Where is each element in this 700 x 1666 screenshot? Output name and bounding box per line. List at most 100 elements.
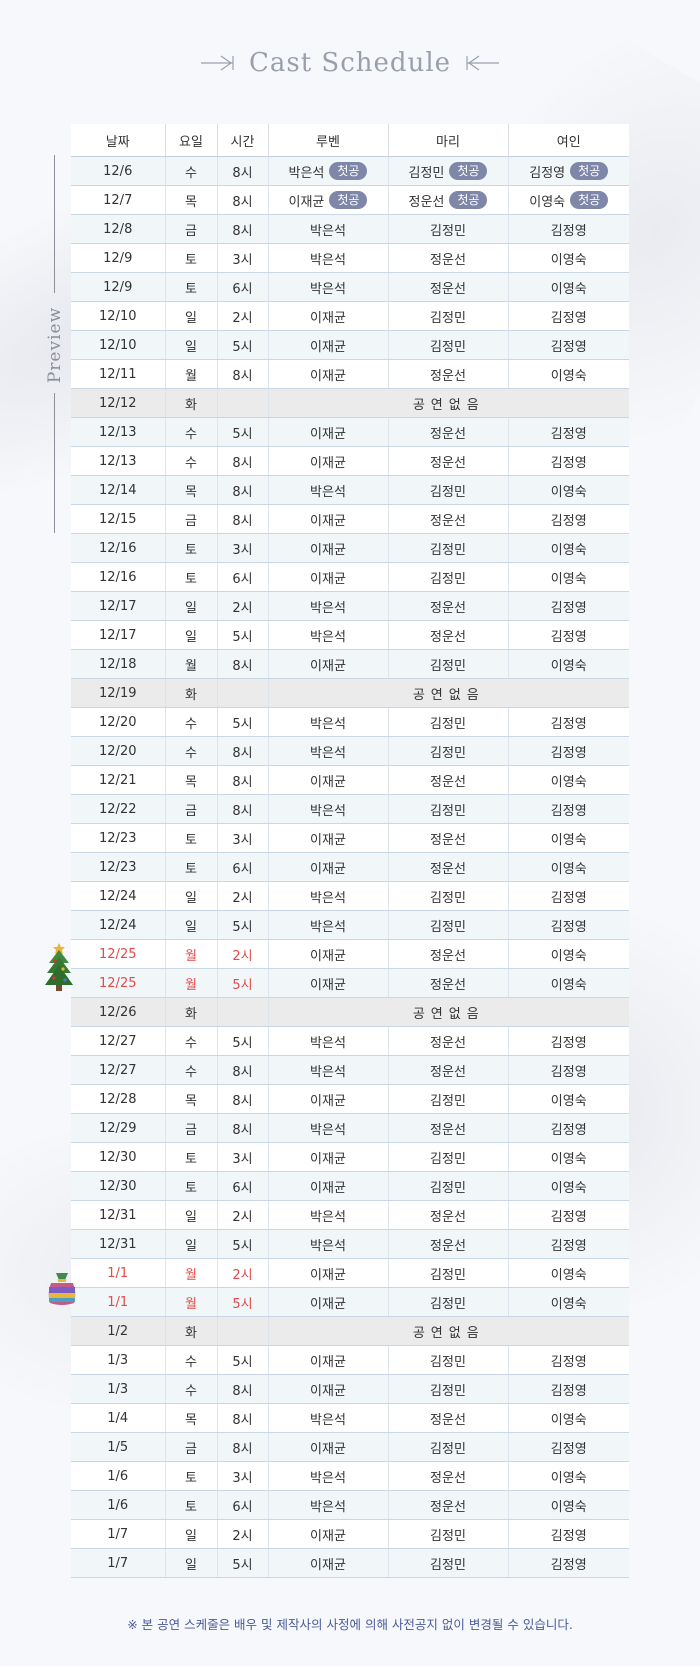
actor-name: 김정영 (550, 1209, 587, 1225)
cast-entry: 이영숙 (551, 481, 587, 500)
ruben-cast-cell: 박은석 (268, 794, 389, 824)
date-cell: 12/16 (71, 562, 166, 592)
cast-entry: 김정민 (430, 1351, 466, 1370)
mari-cast-cell: 김정민 (388, 1142, 509, 1172)
schedule-row: 12/27 수 5시 박은석 정운선 김정영 (71, 1026, 629, 1056)
date-cell: 12/13 (71, 417, 166, 447)
cast-entry: 김정민 (430, 713, 466, 732)
cast-entry: 이재균 첫공 (289, 191, 368, 210)
actor-name: 김정민 (430, 1557, 466, 1573)
schedule-row: 12/25 월 2시 이재균 정운선 이영숙 (71, 939, 629, 969)
mari-cast-cell: 김정민 (388, 301, 509, 331)
actor-name: 박은석 (310, 716, 346, 732)
cast-entry: 이재균 (310, 1090, 346, 1109)
time-cell: 8시 (217, 214, 269, 244)
cast-entry: 박은석 (310, 1061, 346, 1080)
actor-name: 이재균 (310, 339, 346, 355)
yeoin-cast-cell: 김정영 (508, 1026, 629, 1056)
date-cell: 12/23 (71, 823, 166, 853)
actor-name: 김정민 (430, 890, 466, 906)
date-cell: 12/22 (71, 794, 166, 824)
cast-entry: 이영숙 (551, 1409, 587, 1428)
yeoin-cast-cell: 이영숙 (508, 562, 629, 592)
actor-name: 박은석 (310, 803, 346, 819)
actor-name: 이재균 (310, 977, 346, 993)
schedule-row: 12/14 목 8시 박은석 김정민 이영숙 (71, 475, 629, 505)
schedule-row: 1/6 토 6시 박은석 정운선 이영숙 (71, 1490, 629, 1520)
time-cell: 8시 (217, 1084, 269, 1114)
yeoin-cast-cell: 이영숙 첫공 (508, 185, 629, 215)
arrow-right-icon (200, 55, 234, 71)
day-cell: 토 (165, 272, 218, 302)
cast-entry: 김정민 (430, 742, 466, 761)
cast-entry: 박은석 (310, 597, 346, 616)
actor-name: 김정영 (550, 1383, 587, 1399)
schedule-row: 12/27 수 8시 박은석 정운선 김정영 (71, 1055, 629, 1085)
first-show-badge: 첫공 (570, 162, 609, 180)
actor-name: 이영숙 (550, 1412, 587, 1428)
ruben-cast-cell: 이재균 (268, 649, 389, 679)
preview-text: Preview (45, 306, 65, 384)
cast-entry: 이영숙 (551, 771, 587, 790)
first-show-badge: 첫공 (449, 162, 488, 180)
actor-name: 박은석 (310, 281, 346, 297)
actor-name: 이영숙 (550, 281, 587, 297)
cast-entry: 김정민 (430, 655, 466, 674)
yeoin-cast-cell: 김정영 (508, 1548, 629, 1578)
actor-name: 이영숙 (550, 252, 587, 268)
mari-cast-cell: 정운선 (388, 823, 509, 853)
actor-name: 김정민 (430, 1383, 466, 1399)
time-cell: 2시 (217, 301, 269, 331)
cast-entry: 정운선 (430, 1061, 466, 1080)
mari-cast-cell: 정운선 (388, 591, 509, 621)
day-cell: 화 (165, 388, 218, 418)
date-cell: 12/13 (71, 446, 166, 476)
day-cell: 수 (165, 736, 218, 766)
actor-name: 이재균 (310, 513, 346, 529)
actor-name: 김정영 (550, 1064, 587, 1080)
schedule-row: 12/20 수 8시 박은석 김정민 김정영 (71, 736, 629, 766)
time-cell: 8시 (217, 765, 269, 795)
mari-cast-cell: 정운선 (388, 620, 509, 650)
date-cell: 12/24 (71, 910, 166, 940)
time-cell: 5시 (217, 707, 269, 737)
cast-entry: 박은석 (310, 916, 346, 935)
actor-name: 김정영 (550, 745, 587, 761)
day-cell: 목 (165, 765, 218, 795)
time-cell: 5시 (217, 330, 269, 360)
actor-name: 정운선 (430, 368, 466, 384)
actor-name: 이영숙 (550, 1499, 587, 1515)
time-cell: 8시 (217, 504, 269, 534)
actor-name: 김정민 (430, 339, 466, 355)
actor-name: 김정영 (550, 426, 587, 442)
actor-name: 김정영 (550, 1528, 587, 1544)
yeoin-cast-cell: 김정영 (508, 1345, 629, 1375)
yeoin-cast-cell: 이영숙 (508, 1403, 629, 1433)
mari-cast-cell: 정운선 (388, 968, 509, 998)
cast-entry: 김정영 (551, 626, 587, 645)
actor-name: 정운선 (430, 1238, 466, 1254)
day-cell: 일 (165, 301, 218, 331)
date-cell: 12/17 (71, 620, 166, 650)
date-cell: 12/26 (71, 997, 166, 1027)
cast-entry: 김정민 (430, 336, 466, 355)
actor-name: 이영숙 (550, 1093, 587, 1109)
cast-entry: 김정민 첫공 (409, 162, 488, 181)
cast-entry: 김정영 (551, 1206, 587, 1225)
date-cell: 12/20 (71, 736, 166, 766)
cast-entry: 정운선 (430, 452, 466, 471)
actor-name: 이영숙 (550, 1267, 587, 1283)
mari-cast-cell: 김정민 (388, 1519, 509, 1549)
cast-entry: 김정영 (551, 510, 587, 529)
yeoin-cast-cell: 이영숙 (508, 968, 629, 998)
mari-cast-cell: 김정민 (388, 794, 509, 824)
actor-name: 김정민 (430, 1354, 466, 1370)
time-cell (217, 1316, 269, 1346)
cast-entry: 김정영 (551, 1235, 587, 1254)
date-cell: 12/10 (71, 330, 166, 360)
actor-name: 이재균 (310, 1296, 346, 1312)
yeoin-cast-cell: 김정영 (508, 1055, 629, 1085)
yeoin-cast-cell: 이영숙 (508, 359, 629, 389)
cast-entry: 정운선 (430, 365, 466, 384)
actor-name: 정운선 (430, 513, 466, 529)
